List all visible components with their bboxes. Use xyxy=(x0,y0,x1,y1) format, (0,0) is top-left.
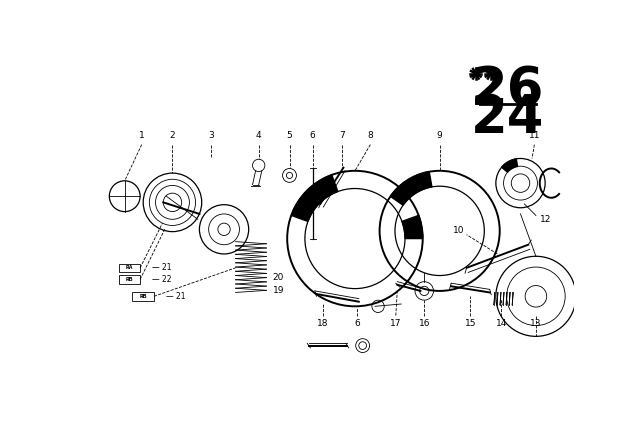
Text: — 22: — 22 xyxy=(152,275,172,284)
Text: 20: 20 xyxy=(273,272,284,281)
Text: 1: 1 xyxy=(139,131,145,140)
Text: 18: 18 xyxy=(317,319,328,327)
Text: RB: RB xyxy=(125,277,133,282)
Text: 19: 19 xyxy=(273,286,284,295)
Text: 6: 6 xyxy=(310,131,316,140)
Text: 7: 7 xyxy=(339,131,345,140)
Text: 14: 14 xyxy=(495,319,507,327)
Text: 8: 8 xyxy=(367,131,373,140)
Text: — 21: — 21 xyxy=(152,263,172,272)
Bar xyxy=(118,263,140,272)
Bar xyxy=(132,292,154,301)
Text: 13: 13 xyxy=(530,319,541,327)
Polygon shape xyxy=(291,175,338,221)
Text: RA: RA xyxy=(125,265,133,270)
Text: 6: 6 xyxy=(355,319,360,327)
Text: 9: 9 xyxy=(436,131,442,140)
Text: 16: 16 xyxy=(419,319,430,327)
Text: 12: 12 xyxy=(540,215,551,224)
Bar xyxy=(118,275,140,284)
Text: 15: 15 xyxy=(465,319,476,327)
Text: 5: 5 xyxy=(287,131,292,140)
Text: 11: 11 xyxy=(529,131,540,140)
Text: 26: 26 xyxy=(471,64,545,116)
Text: 4: 4 xyxy=(256,131,262,140)
Text: 24: 24 xyxy=(471,91,545,143)
Polygon shape xyxy=(390,172,432,205)
Text: 17: 17 xyxy=(390,319,401,327)
Text: 2: 2 xyxy=(170,131,175,140)
Text: 3: 3 xyxy=(208,131,214,140)
Polygon shape xyxy=(402,215,422,238)
Text: RB: RB xyxy=(140,294,147,299)
Polygon shape xyxy=(502,159,518,172)
Text: 10: 10 xyxy=(453,226,465,235)
Text: — 21: — 21 xyxy=(166,292,186,301)
